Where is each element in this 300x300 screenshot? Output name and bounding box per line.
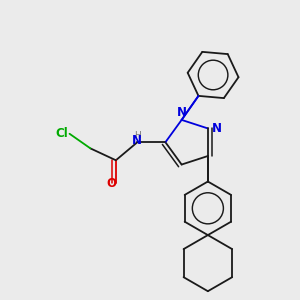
Text: O: O — [107, 177, 117, 190]
Text: N: N — [177, 106, 187, 119]
Text: N: N — [132, 134, 142, 146]
Text: Cl: Cl — [55, 127, 68, 140]
Text: H: H — [134, 131, 141, 140]
Text: N: N — [212, 122, 222, 135]
